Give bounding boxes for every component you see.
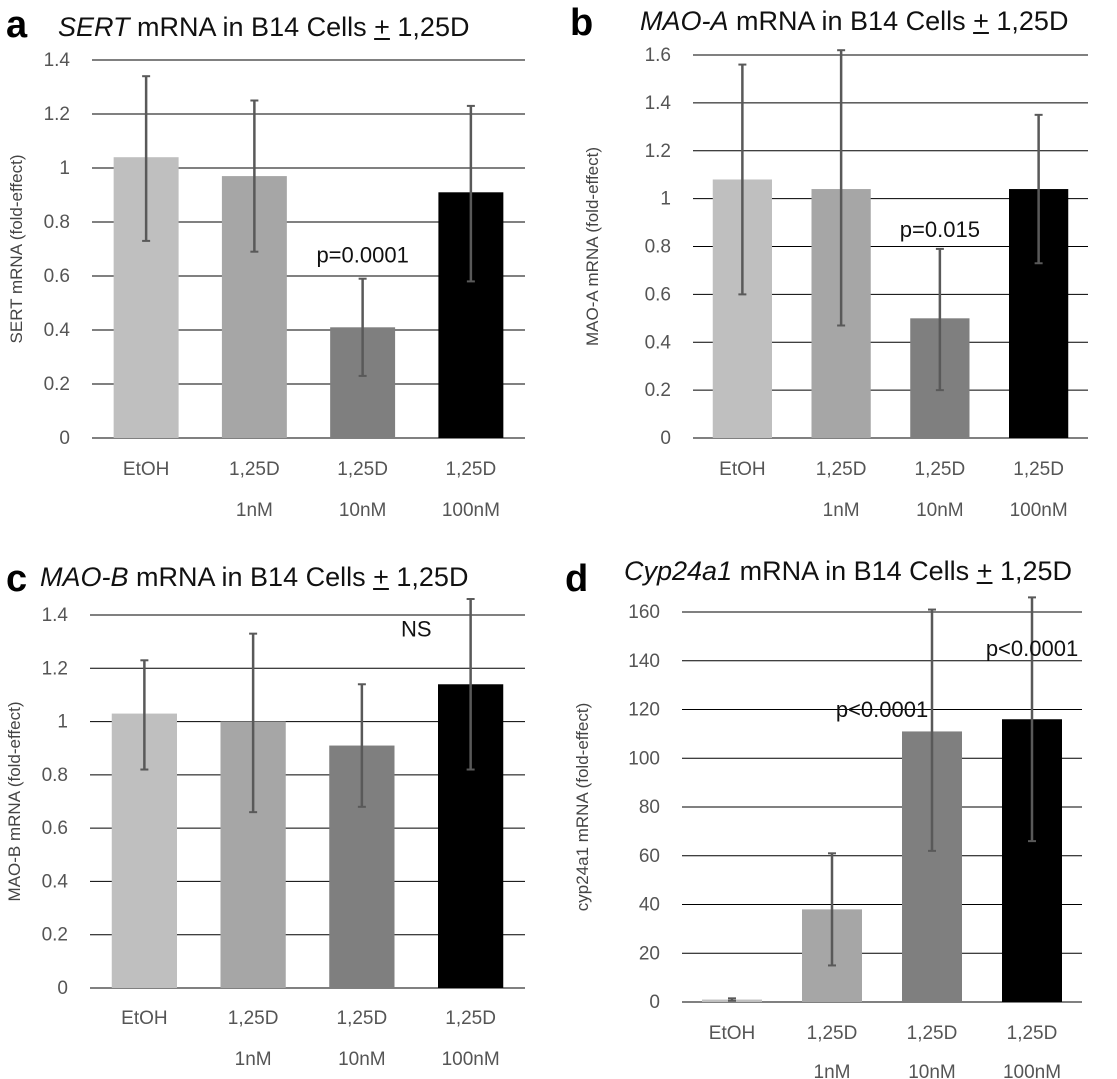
- x-category-label: 1nM: [236, 500, 273, 521]
- x-category-label: 10nM: [338, 1049, 386, 1070]
- y-tick-label: 0.8: [44, 212, 70, 233]
- y-tick-label: 0.4: [645, 332, 672, 353]
- y-tick-label: 40: [639, 895, 660, 916]
- x-category-label: 1,25D: [1013, 459, 1064, 480]
- y-tick-label: 0.6: [645, 284, 671, 305]
- y-tick-label: 0: [660, 428, 671, 449]
- y-tick-label: 0: [57, 978, 68, 999]
- x-category-label: 1,25D: [816, 459, 867, 480]
- chart-title-c: MAO-B mRNA in B14 Cells + 1,25D: [40, 562, 469, 592]
- x-category-label: EtOH: [121, 1008, 167, 1029]
- significance-label: p<0.0001: [836, 697, 928, 722]
- x-category-label: 100nM: [1003, 1062, 1061, 1079]
- y-tick-label: 80: [639, 797, 660, 818]
- x-category-label: 1nM: [235, 1049, 272, 1070]
- y-axis-title: MAO-B mRNA (fold-effect): [5, 702, 24, 902]
- y-tick-label: 1: [57, 712, 68, 733]
- y-tick-label: 0.8: [645, 237, 671, 258]
- panel-a: a SERT mRNA in B14 Cells + 1,25D 0 0.2 0.4…: [0, 0, 560, 540]
- y-tick-label: 1: [59, 158, 70, 179]
- x-category-label: 1,25D: [807, 1023, 858, 1044]
- x-category-label: 1,25D: [337, 1008, 388, 1029]
- x-category-label: 1,25D: [907, 1023, 958, 1044]
- x-category-label: 100nM: [442, 500, 500, 521]
- y-tick-label: 0.2: [42, 925, 68, 946]
- chart-a: 0 0.2 0.4 0.6 0.8 1 1.2 1.4 SERT mRNA (fold-effe…: [7, 50, 525, 521]
- x-category-label: 1,25D: [1007, 1023, 1058, 1044]
- chart-title-b: MAO-A mRNA in B14 Cells + 1,25D: [640, 6, 1069, 36]
- y-tick-label: 0: [59, 428, 70, 449]
- x-category-label: 1nM: [823, 500, 860, 521]
- y-tick-label: 60: [639, 846, 660, 867]
- chart-c: 0 0.2 0.4 0.6 0.8 1 1.2 1.4 MAO-B mRNA (fold-eff…: [5, 598, 525, 1070]
- y-tick-label: 0.2: [44, 374, 70, 395]
- significance-label: p=0.0001: [316, 243, 408, 268]
- chart-b: 0 0.2 0.4 0.6 0.8 1 1.2 1.4 1.6 MAO-A mRNA (fold-…: [583, 45, 1088, 521]
- y-tick-label: 0: [649, 992, 660, 1013]
- y-tick-label: 1.4: [44, 50, 71, 71]
- y-tick-label: 0.2: [645, 380, 671, 401]
- y-axis-title: cyp24a1 mRNA (fold-effect): [573, 703, 592, 912]
- x-category-label: 1,25D: [229, 459, 280, 480]
- x-category-label: 1,25D: [337, 459, 388, 480]
- y-tick-label: 0.4: [42, 871, 69, 892]
- x-category-label: 100nM: [1010, 500, 1068, 521]
- x-category-label: 10nM: [908, 1062, 956, 1079]
- chart-title-d: Cyp24a1 mRNA in B14 Cells + 1,25D: [624, 556, 1073, 586]
- y-tick-label: 1.2: [645, 141, 671, 162]
- x-category-label: EtOH: [719, 459, 765, 480]
- y-axis-title: MAO-A mRNA (fold-effect): [583, 147, 602, 346]
- y-tick-label: 0.8: [42, 765, 68, 786]
- x-category-label: 1,25D: [228, 1008, 279, 1029]
- panel-letter-c: c: [6, 558, 28, 600]
- y-tick-label: 1: [660, 189, 671, 210]
- chart-d: 0 20 40 60 80 100 120 140 160 cyp24a1 mRNA (fold-…: [573, 596, 1082, 1079]
- x-category-label: 1nM: [814, 1062, 851, 1079]
- x-category-label: 10nM: [916, 500, 964, 521]
- y-tick-label: 140: [628, 651, 660, 672]
- y-axis-title: SERT mRNA (fold-effect): [7, 155, 26, 344]
- y-tick-label: 0.4: [44, 320, 71, 341]
- chart-title-a: SERT mRNA in B14 Cells + 1,25D: [58, 12, 470, 42]
- panel-letter-b: b: [570, 2, 594, 44]
- x-category-label: 100nM: [442, 1049, 500, 1070]
- panel-letter-d: d: [565, 558, 589, 600]
- x-category-label: EtOH: [709, 1023, 755, 1044]
- panel-b: b MAO-A mRNA in B14 Cells + 1,25D 0 0.2 0.…: [560, 0, 1117, 540]
- y-tick-label: 100: [628, 748, 660, 769]
- y-tick-label: 120: [628, 700, 660, 721]
- x-category-label: 1,25D: [445, 1008, 496, 1029]
- panel-c: c MAO-B mRNA in B14 Cells + 1,25D 0 0.2 0.…: [0, 540, 560, 1079]
- y-tick-label: 1.2: [42, 658, 68, 679]
- y-tick-label: 0.6: [42, 818, 68, 839]
- y-tick-label: 1.6: [645, 45, 671, 66]
- x-category-label: 1,25D: [915, 459, 966, 480]
- y-tick-label: 0.6: [44, 266, 70, 287]
- y-tick-label: 1.2: [44, 104, 70, 125]
- x-category-label: 1,25D: [446, 459, 497, 480]
- x-category-label: EtOH: [123, 459, 169, 480]
- significance-label: NS: [401, 616, 432, 641]
- y-tick-label: 1.4: [42, 605, 69, 626]
- y-tick-label: 1.4: [645, 93, 672, 114]
- panel-d: d Cyp24a1 mRNA in B14 Cells + 1,25D 0 20 4…: [560, 540, 1117, 1079]
- significance-label: p<0.0001: [986, 636, 1078, 661]
- panel-letter-a: a: [6, 4, 28, 46]
- y-tick-label: 20: [639, 943, 660, 964]
- x-category-label: 10nM: [339, 500, 387, 521]
- y-tick-label: 160: [628, 602, 660, 623]
- significance-label: p=0.015: [900, 217, 980, 242]
